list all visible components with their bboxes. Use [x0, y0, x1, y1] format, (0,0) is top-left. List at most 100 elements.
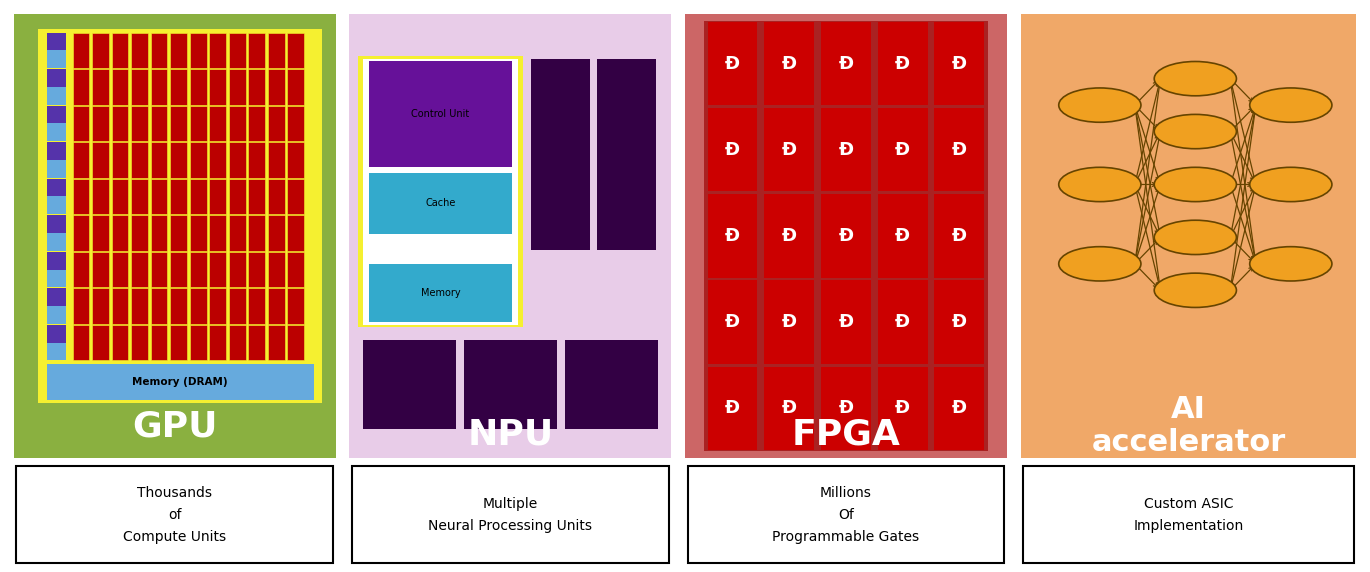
Bar	[132, 179, 148, 214]
Text: Đ: Đ	[782, 399, 797, 417]
Text: Đ: Đ	[725, 399, 740, 417]
Bar	[132, 252, 148, 287]
Bar	[73, 179, 89, 214]
Bar	[248, 179, 264, 214]
Bar	[111, 252, 129, 287]
Bar	[16, 466, 333, 563]
Bar	[267, 288, 285, 324]
Text: Đ: Đ	[838, 55, 854, 73]
Bar	[73, 215, 89, 251]
Bar	[288, 215, 304, 251]
Text: Đ: Đ	[725, 55, 740, 73]
Bar	[878, 22, 927, 105]
Bar	[170, 252, 186, 287]
Bar	[47, 215, 66, 233]
Bar	[189, 252, 207, 287]
Bar	[288, 142, 304, 178]
Bar	[704, 21, 988, 451]
Text: GPU: GPU	[132, 409, 218, 443]
Text: Đ: Đ	[895, 227, 910, 245]
Bar	[151, 252, 167, 287]
Bar	[47, 160, 66, 178]
Circle shape	[1154, 273, 1236, 308]
Bar	[92, 215, 110, 251]
Bar	[229, 106, 245, 141]
Bar	[288, 288, 304, 324]
Bar	[47, 179, 66, 197]
Bar	[363, 59, 518, 325]
Bar	[47, 196, 66, 214]
Bar	[73, 142, 89, 178]
Bar	[878, 194, 927, 277]
Bar	[821, 280, 871, 364]
Text: Đ: Đ	[782, 227, 797, 245]
Bar	[111, 325, 129, 360]
Bar	[73, 69, 89, 105]
Bar	[92, 142, 110, 178]
Bar	[189, 33, 207, 68]
Bar	[73, 288, 89, 324]
Bar	[267, 106, 285, 141]
Bar	[288, 325, 304, 360]
Circle shape	[1059, 88, 1141, 122]
Bar	[369, 61, 512, 167]
Bar	[821, 194, 871, 277]
Bar	[288, 179, 304, 214]
Bar	[47, 306, 66, 324]
Bar	[170, 33, 186, 68]
Bar	[267, 179, 285, 214]
Bar	[47, 364, 314, 400]
Bar	[564, 340, 658, 429]
Bar	[288, 252, 304, 287]
Bar	[170, 325, 186, 360]
Bar	[189, 106, 207, 141]
Bar	[189, 288, 207, 324]
Bar	[821, 22, 871, 105]
Bar	[151, 106, 167, 141]
Bar	[170, 106, 186, 141]
Bar	[151, 142, 167, 178]
Bar	[111, 179, 129, 214]
Bar	[267, 325, 285, 360]
Bar	[38, 29, 322, 403]
Bar	[47, 269, 66, 287]
Text: Đ: Đ	[952, 55, 967, 73]
Bar	[47, 69, 66, 87]
Bar	[47, 252, 66, 269]
Bar	[92, 252, 110, 287]
Bar	[248, 325, 264, 360]
Circle shape	[1059, 167, 1141, 202]
Bar	[688, 466, 1004, 563]
Bar	[210, 33, 226, 68]
Bar	[210, 179, 226, 214]
Text: Cache: Cache	[425, 198, 455, 208]
Bar	[47, 87, 66, 105]
Bar	[248, 106, 264, 141]
Bar	[47, 233, 66, 251]
Bar	[597, 133, 656, 250]
Bar	[229, 69, 245, 105]
Text: Đ: Đ	[725, 227, 740, 245]
Bar	[267, 215, 285, 251]
Bar	[92, 325, 110, 360]
Bar	[229, 33, 245, 68]
Bar	[14, 14, 336, 458]
Bar	[92, 69, 110, 105]
Bar	[111, 288, 129, 324]
Bar	[707, 367, 758, 450]
Bar	[111, 142, 129, 178]
Bar	[210, 106, 226, 141]
Bar	[288, 106, 304, 141]
Bar	[248, 215, 264, 251]
Bar	[111, 215, 129, 251]
Bar	[267, 69, 285, 105]
Text: Đ: Đ	[782, 55, 797, 73]
Text: Đ: Đ	[952, 227, 967, 245]
Text: Đ: Đ	[952, 399, 967, 417]
Text: Đ: Đ	[895, 399, 910, 417]
Text: Đ: Đ	[725, 141, 740, 159]
Bar	[73, 325, 89, 360]
Bar	[821, 367, 871, 450]
Bar	[597, 59, 656, 176]
Bar	[248, 252, 264, 287]
